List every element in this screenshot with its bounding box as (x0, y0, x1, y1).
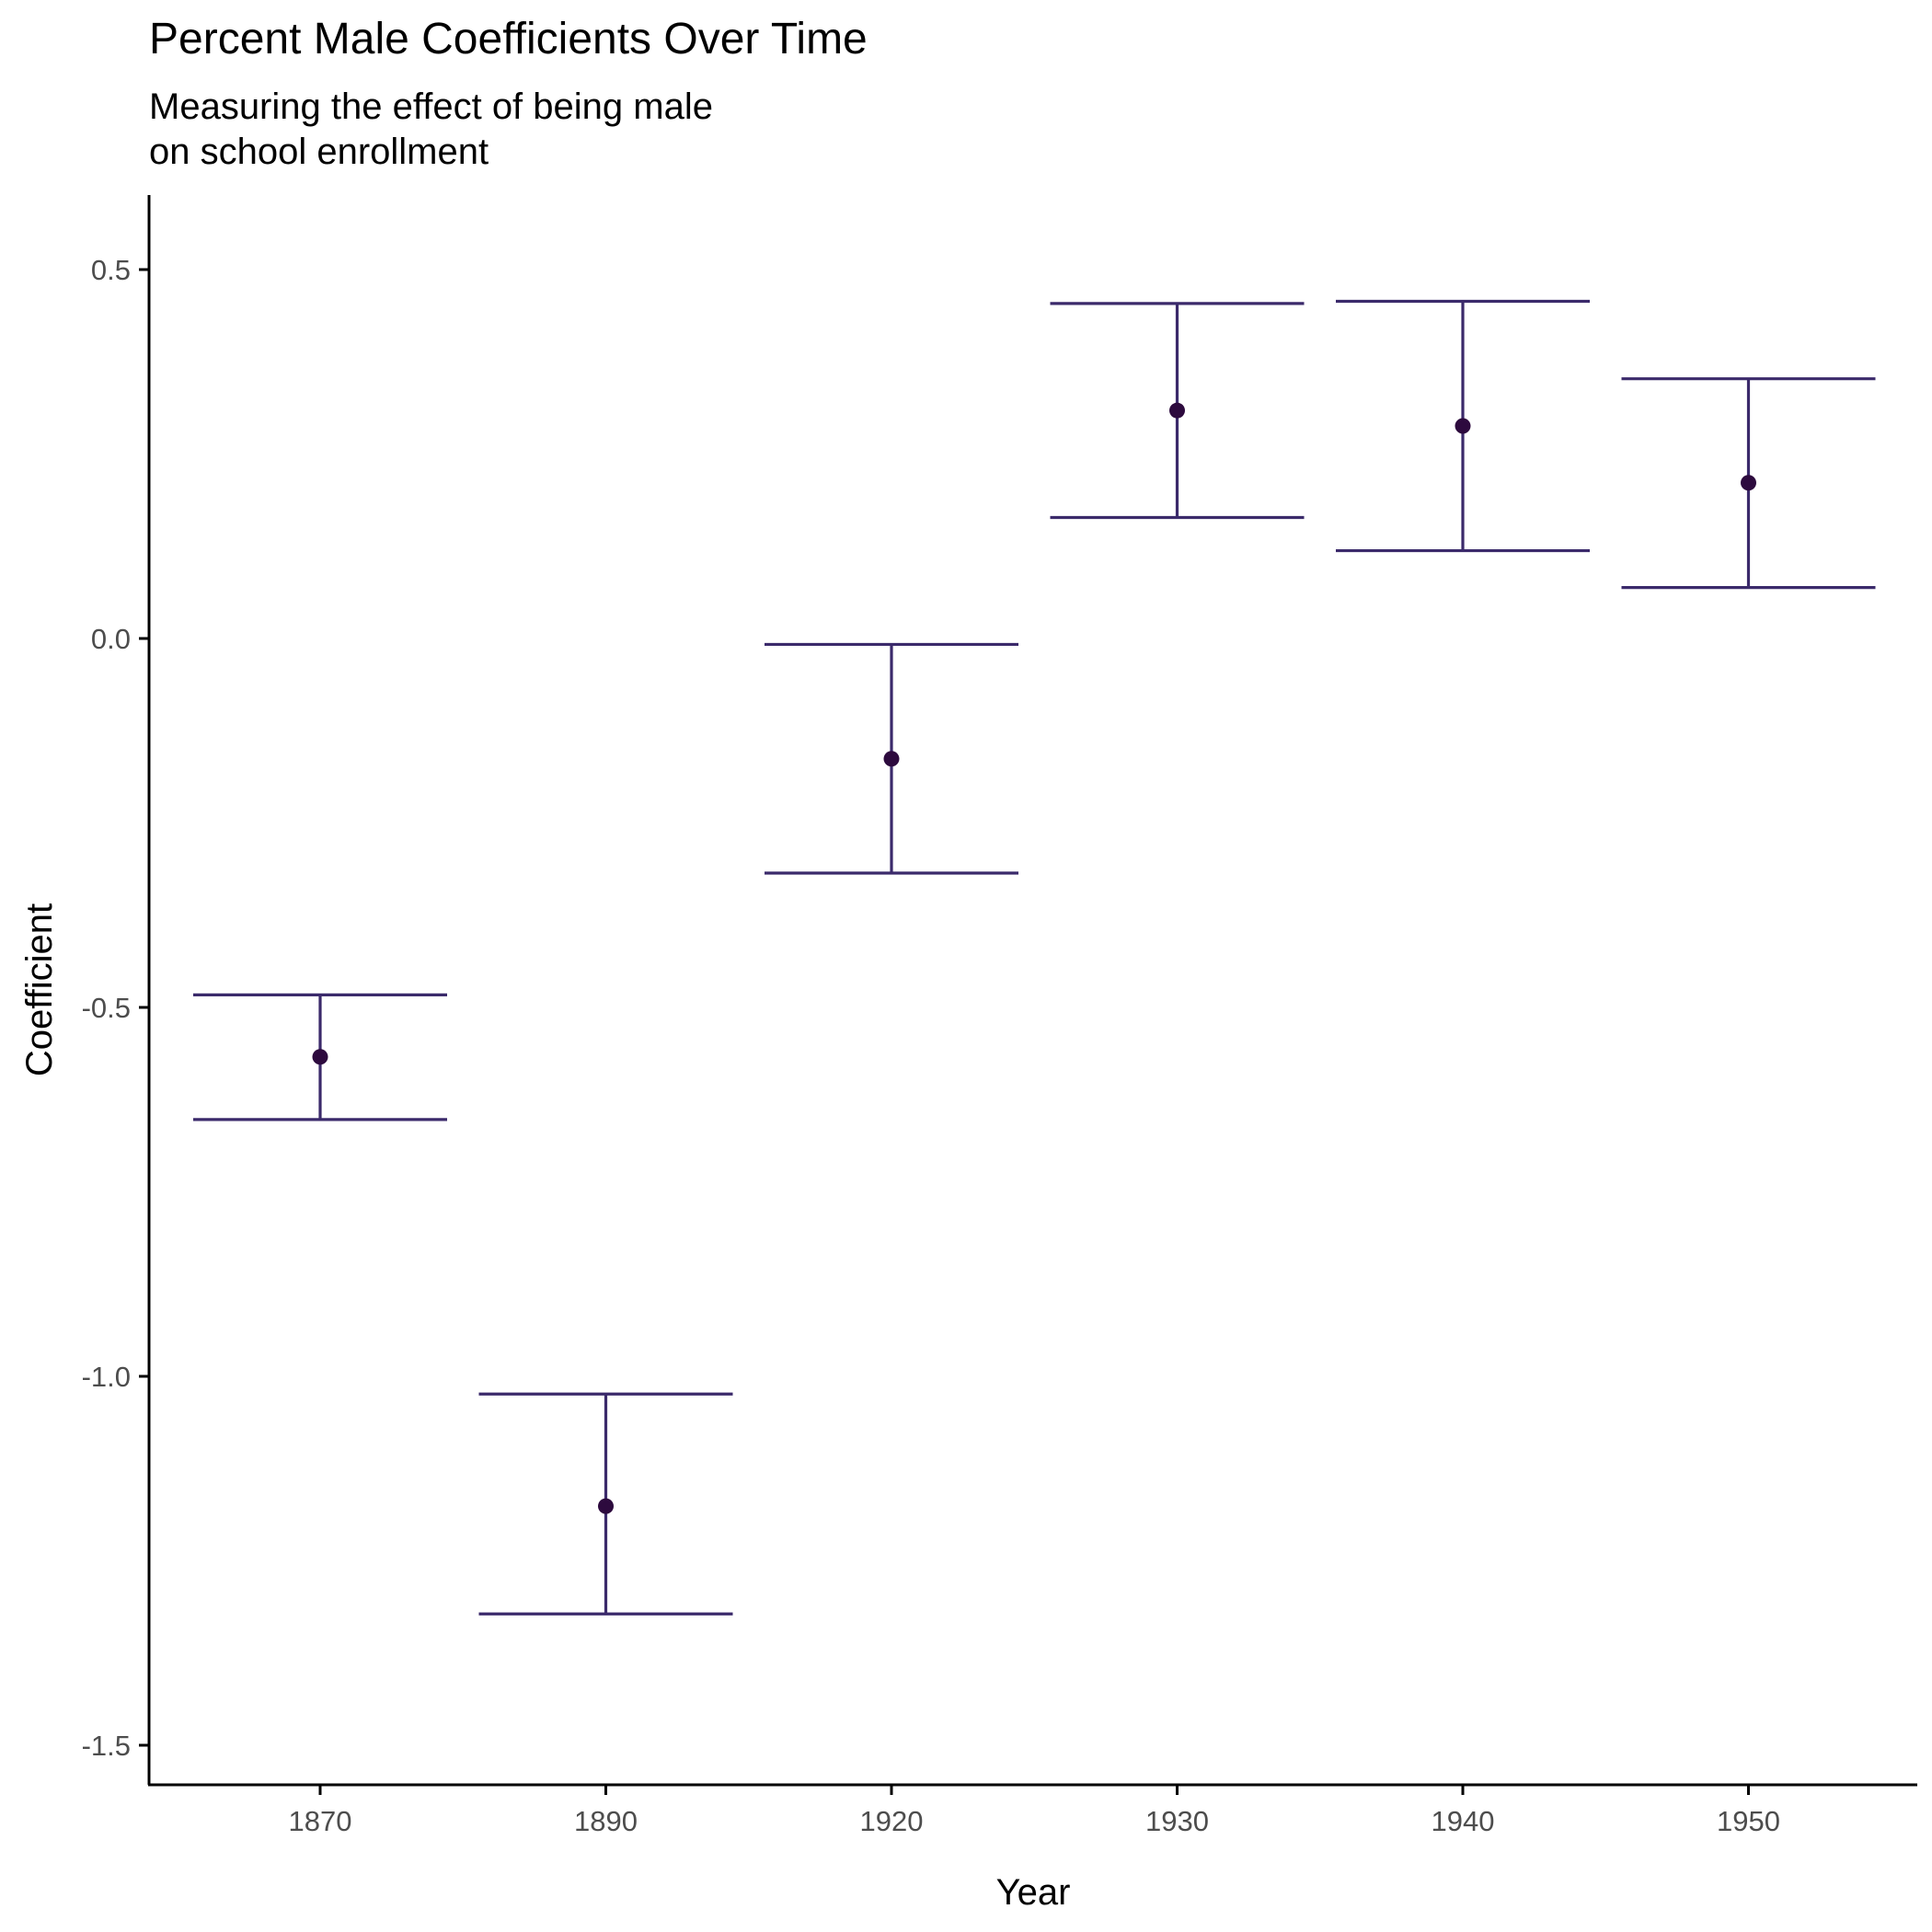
point-estimate (1169, 402, 1185, 419)
x-tick-label: 1870 (289, 1805, 352, 1837)
x-tick-label: 1930 (1145, 1805, 1209, 1837)
errorbar-1870 (193, 993, 447, 1121)
y-axis-ticks: 0.5 0.0 -0.5 -1.0 -1.5 (82, 254, 149, 1762)
errorbar-1950 (1621, 377, 1876, 590)
x-tick-label: 1890 (574, 1805, 638, 1837)
plot-area (193, 299, 1876, 1616)
chart-subtitle-line-2: on school enrollment (149, 132, 489, 172)
chart-subtitle-line-1: Measuring the effect of being male (149, 86, 713, 127)
errorbar-1890 (478, 1392, 733, 1616)
y-tick-label: -0.5 (82, 992, 131, 1024)
errorbar-1920 (765, 642, 1018, 875)
y-tick-label: -1.5 (82, 1730, 131, 1762)
errorbar-1930 (1050, 302, 1305, 520)
chart-title: Percent Male Coefficients Over Time (149, 15, 868, 63)
point-estimate (883, 751, 900, 767)
x-axis-ticks: 1870 1890 1920 1930 1940 1950 (289, 1785, 1780, 1837)
errorbar-1940 (1336, 299, 1590, 553)
point-estimate (598, 1498, 614, 1514)
y-tick-label: 0.0 (91, 623, 131, 655)
point-estimate (1455, 418, 1471, 434)
x-tick-label: 1940 (1432, 1805, 1495, 1837)
x-axis-title: Year (996, 1872, 1071, 1913)
y-tick-label: -1.0 (82, 1361, 131, 1393)
y-axis-title: Coefficient (19, 903, 60, 1076)
x-tick-label: 1950 (1717, 1805, 1780, 1837)
point-estimate (312, 1049, 328, 1065)
y-tick-label: 0.5 (91, 254, 131, 286)
point-estimate (1741, 475, 1756, 491)
x-tick-label: 1920 (860, 1805, 924, 1837)
